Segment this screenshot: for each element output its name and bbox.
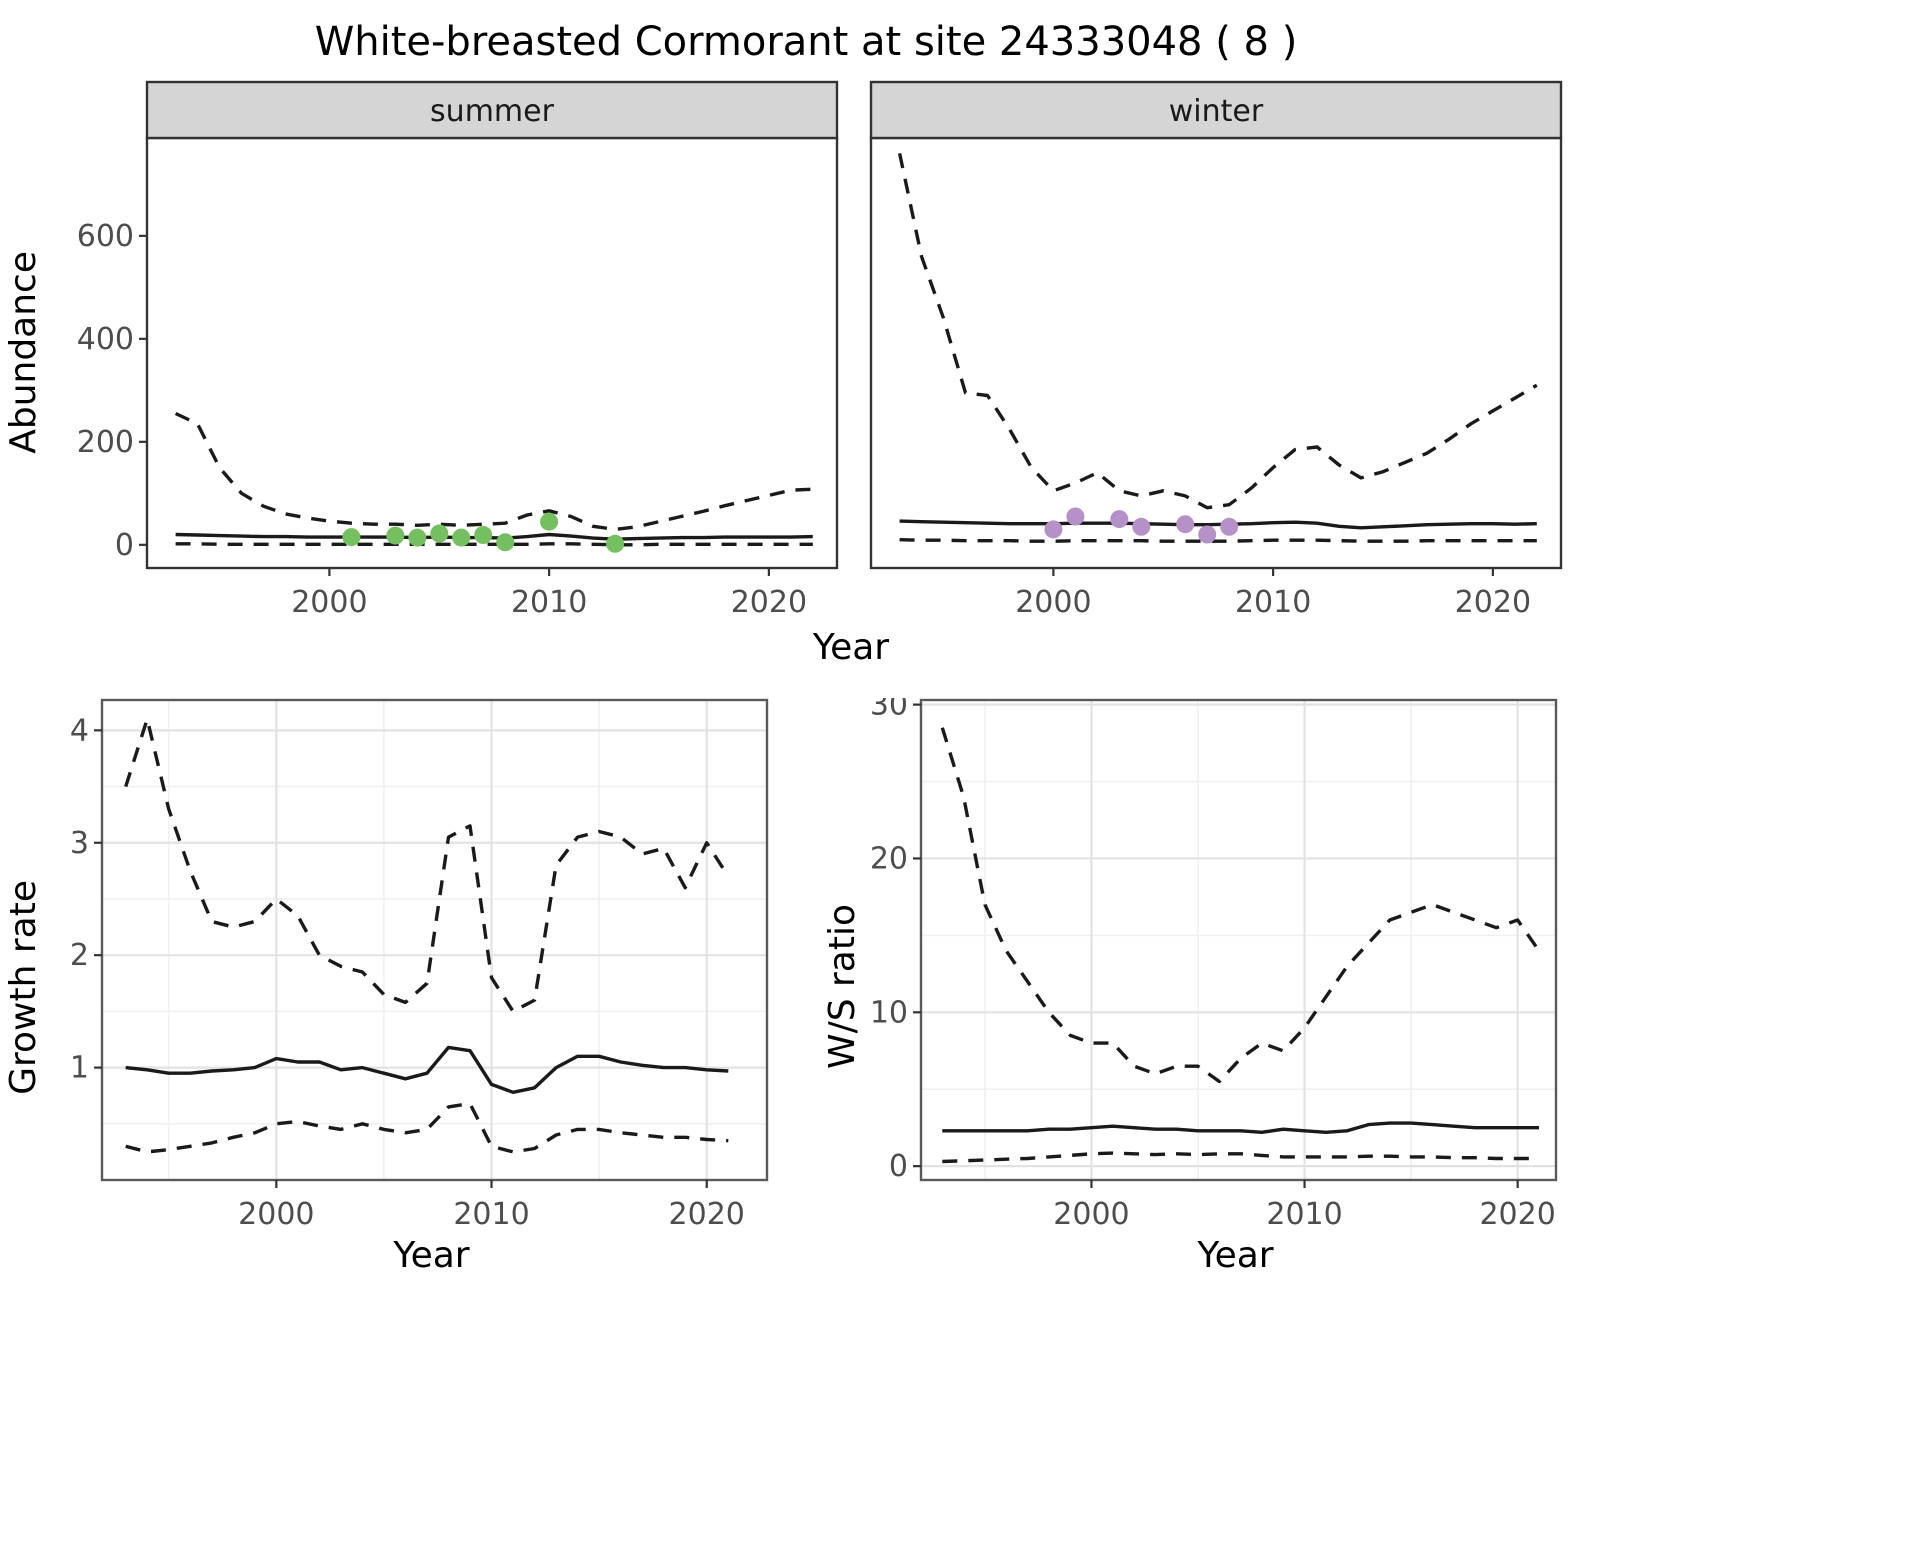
x-tick-label: 2000 <box>291 585 367 620</box>
x-tick-label: 2020 <box>669 1197 745 1232</box>
y-tick-label: 20 <box>871 841 908 876</box>
bottom-charts-row: Growth rate 2000 2010 2020 1 2 3 4 Year W/S ra… <box>3 698 1606 1276</box>
x-tick-label: 2020 <box>1479 1197 1555 1232</box>
data-point <box>408 528 427 547</box>
data-point <box>386 526 405 545</box>
data-point <box>1110 510 1129 529</box>
y-tick-label: 2 <box>70 938 89 973</box>
observed-counts-summer <box>342 512 625 553</box>
figure: White-breasted Cormorant at site 2433304… <box>3 19 1606 1276</box>
x-tick-label: 2010 <box>1235 585 1311 620</box>
x-tick-label: 2020 <box>1455 585 1531 620</box>
gridlines <box>102 700 767 1180</box>
data-point <box>1132 517 1151 536</box>
panel-background <box>921 700 1556 1180</box>
facet-strip-label: summer <box>430 94 555 129</box>
upper-ci-line <box>174 411 813 532</box>
facet-strip-label: winter <box>1169 94 1264 129</box>
upper-ci-line <box>124 717 730 1014</box>
y-tick-label: 10 <box>871 995 908 1030</box>
lower-ci-line <box>175 542 813 547</box>
x-tick-label: 2000 <box>238 1197 314 1232</box>
data-point <box>452 528 471 547</box>
x-tick-label: 2010 <box>1266 1197 1342 1232</box>
abundance-facet-row: Abundance summer 2000 2010 2020 0 200 400 600 w… <box>3 80 1606 625</box>
facet-strip <box>145 80 839 140</box>
abundance-x-axis-label: Year <box>812 627 890 668</box>
y-tick-label: 1 <box>70 1051 89 1086</box>
data-point <box>474 526 493 544</box>
upper-ci-line <box>897 153 1538 510</box>
data-point <box>1066 507 1085 526</box>
lower-ci-line <box>899 538 1537 543</box>
data-point <box>1176 515 1195 534</box>
ws-ratio-y-axis-label: W/S ratio <box>822 904 863 1070</box>
facet-strip <box>869 80 1563 140</box>
series-group <box>124 717 730 1154</box>
winter-abundance-chart: winter 2000 2010 2020 <box>869 80 1563 620</box>
median-line <box>899 519 1537 530</box>
series-group <box>174 411 813 553</box>
ws-ratio-column: 2000 2010 2020 0 10 20 30 Year <box>871 698 1566 1276</box>
data-point <box>1220 517 1239 536</box>
y-tick-label: 200 <box>77 425 134 460</box>
median-line <box>125 1045 729 1094</box>
axis-ticks: 2000 2010 2020 0 10 20 30 <box>871 698 1556 1232</box>
growth-rate-block: Growth rate 2000 2010 2020 1 2 3 4 Year <box>3 698 777 1276</box>
series-group <box>897 153 1538 544</box>
panel-border <box>919 698 1558 1182</box>
data-point <box>540 512 559 531</box>
lower-ci-line <box>125 1101 729 1154</box>
axis-ticks: 2000 2010 2020 0 200 400 600 <box>77 219 807 620</box>
y-tick-label: 4 <box>70 713 89 748</box>
lower-ci-line <box>942 1151 1539 1164</box>
data-point <box>496 533 515 552</box>
y-tick-label: 3 <box>70 826 89 861</box>
axis-ticks: 2000 2010 2020 1 2 3 4 <box>70 713 745 1232</box>
growth-rate-y-axis-label: Growth rate <box>3 879 44 1095</box>
summer-abundance-chart: summer 2000 2010 2020 0 200 400 600 <box>77 80 839 620</box>
data-point <box>1044 520 1063 539</box>
data-point <box>1198 525 1217 544</box>
growth-rate-chart: 2000 2010 2020 1 2 3 4 <box>70 698 769 1232</box>
x-tick-label: 2010 <box>511 585 587 620</box>
median-line <box>942 1121 1539 1134</box>
x-tick-label: 2010 <box>453 1197 529 1232</box>
ws-ratio-block: W/S ratio 2000 2010 2020 0 10 20 30 Year <box>822 698 1566 1276</box>
data-point <box>430 524 449 543</box>
y-tick-label: 0 <box>115 528 134 563</box>
panel-border <box>100 698 769 1182</box>
series-group <box>940 727 1541 1164</box>
x-tick-label: 2000 <box>1053 1197 1129 1232</box>
observed-counts-winter <box>1044 507 1239 544</box>
chart-title: White-breasted Cormorant at site 2433304… <box>314 19 1298 65</box>
x-tick-label: 2020 <box>731 585 807 620</box>
ws-ratio-chart: 2000 2010 2020 0 10 20 30 <box>871 698 1558 1232</box>
data-point <box>342 528 361 547</box>
x-tick-label: 2000 <box>1015 585 1091 620</box>
data-point <box>606 534 625 553</box>
axis-ticks: 2000 2010 2020 <box>1015 568 1531 620</box>
y-tick-label: 600 <box>77 219 134 254</box>
growth-rate-column: 2000 2010 2020 1 2 3 4 Year <box>52 698 777 1276</box>
upper-ci-line <box>940 727 1541 1084</box>
abundance-y-axis-label: Abundance <box>3 251 44 454</box>
y-tick-label: 30 <box>871 698 908 723</box>
gridlines <box>921 700 1556 1180</box>
panel-background <box>871 138 1561 568</box>
ws-ratio-x-axis-label: Year <box>1197 1235 1274 1276</box>
growth-rate-x-axis-label: Year <box>393 1235 470 1276</box>
y-tick-label: 400 <box>77 322 134 357</box>
y-tick-label: 0 <box>889 1149 908 1184</box>
panel-background <box>147 138 837 568</box>
median-line <box>175 532 813 541</box>
